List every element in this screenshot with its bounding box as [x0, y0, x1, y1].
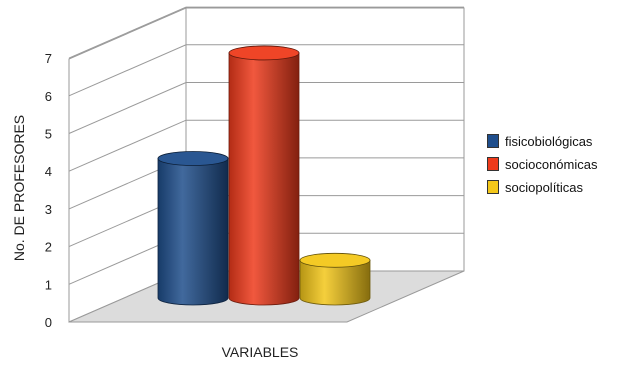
bar-1: [228, 45, 300, 306]
y-tick-labels: 0 1 2 3 4 5 6 7: [45, 51, 52, 330]
y-tick-label: 6: [45, 89, 52, 104]
y-tick-label: 3: [45, 202, 52, 217]
bar-top: [228, 45, 300, 61]
bar-body: [228, 52, 300, 306]
bar-2: [299, 252, 371, 306]
legend-swatch: [487, 180, 499, 194]
gridline: [68, 119, 464, 172]
bar-body: [157, 158, 229, 306]
bar-body: [299, 259, 371, 306]
bar-top: [299, 252, 371, 268]
legend-label: fisicobiológicas: [505, 133, 593, 149]
y-axis-label: No. DE PROFESORES: [11, 115, 27, 261]
gridline: [68, 82, 464, 134]
bar-top: [157, 151, 229, 166]
legend-item-socioconomicas: socioconómicas: [487, 154, 598, 174]
y-tick-label: 4: [45, 164, 52, 179]
bars: [157, 45, 371, 306]
legend-item-sociopoliticas: sociopolíticas: [487, 177, 598, 197]
legend-label: socioconómicas: [505, 156, 598, 172]
y-tick-label: 1: [45, 277, 52, 292]
gridline: [68, 6, 464, 59]
y-tick-label: 7: [45, 51, 52, 66]
y-tick-label: 5: [45, 127, 52, 142]
y-tick-label: 2: [45, 240, 52, 255]
x-axis-label: VARIABLES: [222, 344, 299, 360]
legend-label: sociopolíticas: [505, 179, 584, 195]
gridline: [68, 44, 464, 97]
legend-swatch: [487, 157, 499, 171]
legend-swatch: [487, 134, 499, 148]
legend-item-fisicobiologicas: fisicobiológicas: [487, 131, 598, 151]
gridlines: [68, 6, 464, 285]
bar-0: [157, 151, 229, 306]
legend: fisicobiológicas socioconómicas sociopol…: [487, 131, 598, 200]
y-tick-label: 0: [45, 315, 52, 330]
